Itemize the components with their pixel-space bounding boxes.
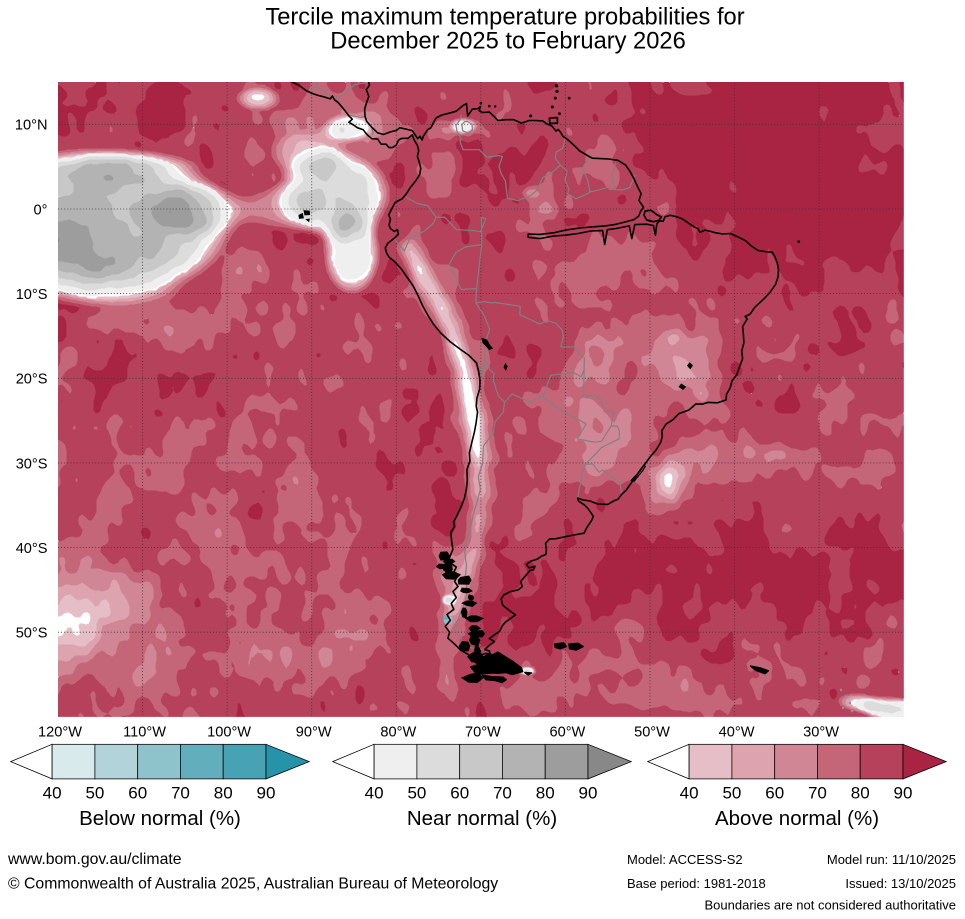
svg-text:Model run: 11/10/2025: Model run: 11/10/2025 xyxy=(827,852,956,867)
svg-text:80: 80 xyxy=(214,784,233,803)
svg-text:40: 40 xyxy=(365,784,384,803)
svg-text:www.bom.gov.au/climate: www.bom.gov.au/climate xyxy=(7,851,182,868)
svg-text:30°S: 30°S xyxy=(16,456,48,472)
svg-text:50°S: 50°S xyxy=(16,626,48,642)
svg-text:© Commonwealth of Australia 20: © Commonwealth of Australia 2025, Austra… xyxy=(8,876,498,893)
svg-text:70: 70 xyxy=(171,784,190,803)
svg-text:40°W: 40°W xyxy=(719,725,755,741)
svg-text:Issued: 13/10/2025: Issued: 13/10/2025 xyxy=(845,876,956,891)
svg-text:60: 60 xyxy=(128,784,147,803)
svg-text:50: 50 xyxy=(722,784,741,803)
svg-text:50: 50 xyxy=(85,784,104,803)
svg-text:70: 70 xyxy=(808,784,827,803)
svg-text:20°S: 20°S xyxy=(16,372,48,388)
svg-text:Tercile maximum temperature pr: Tercile maximum temperature probabilitie… xyxy=(265,5,744,31)
svg-text:Model: ACCESS-S2: Model: ACCESS-S2 xyxy=(627,852,743,867)
svg-text:70: 70 xyxy=(493,784,512,803)
svg-text:90: 90 xyxy=(257,784,276,803)
svg-text:70°W: 70°W xyxy=(465,725,501,741)
svg-text:90: 90 xyxy=(579,784,598,803)
svg-text:80: 80 xyxy=(536,784,555,803)
svg-text:80°W: 80°W xyxy=(380,725,416,741)
svg-text:90: 90 xyxy=(894,784,913,803)
svg-text:60°W: 60°W xyxy=(549,725,585,741)
svg-text:10°S: 10°S xyxy=(16,287,48,303)
svg-text:90°W: 90°W xyxy=(296,725,332,741)
svg-text:30°W: 30°W xyxy=(803,725,839,741)
svg-text:40°S: 40°S xyxy=(16,541,48,557)
svg-text:110°W: 110°W xyxy=(123,725,166,741)
svg-text:80: 80 xyxy=(851,784,870,803)
svg-text:Below normal (%): Below normal (%) xyxy=(79,807,241,830)
svg-text:50°W: 50°W xyxy=(634,725,670,741)
svg-text:December 2025 to February 2026: December 2025 to February 2026 xyxy=(330,29,686,55)
svg-text:60: 60 xyxy=(450,784,469,803)
svg-text:0°: 0° xyxy=(34,202,48,218)
svg-text:Above normal (%): Above normal (%) xyxy=(715,807,879,830)
svg-text:60: 60 xyxy=(765,784,784,803)
svg-text:100°W: 100°W xyxy=(207,725,251,741)
svg-text:40: 40 xyxy=(680,784,699,803)
svg-text:50: 50 xyxy=(407,784,426,803)
svg-text:120°W: 120°W xyxy=(38,725,82,741)
svg-text:Near normal (%): Near normal (%) xyxy=(407,807,557,830)
svg-text:Boundaries are not considered: Boundaries are not considered authoritat… xyxy=(705,898,957,913)
svg-text:10°N: 10°N xyxy=(15,118,48,134)
svg-text:Base period: 1981-2018: Base period: 1981-2018 xyxy=(627,876,766,891)
svg-text:40: 40 xyxy=(43,784,62,803)
